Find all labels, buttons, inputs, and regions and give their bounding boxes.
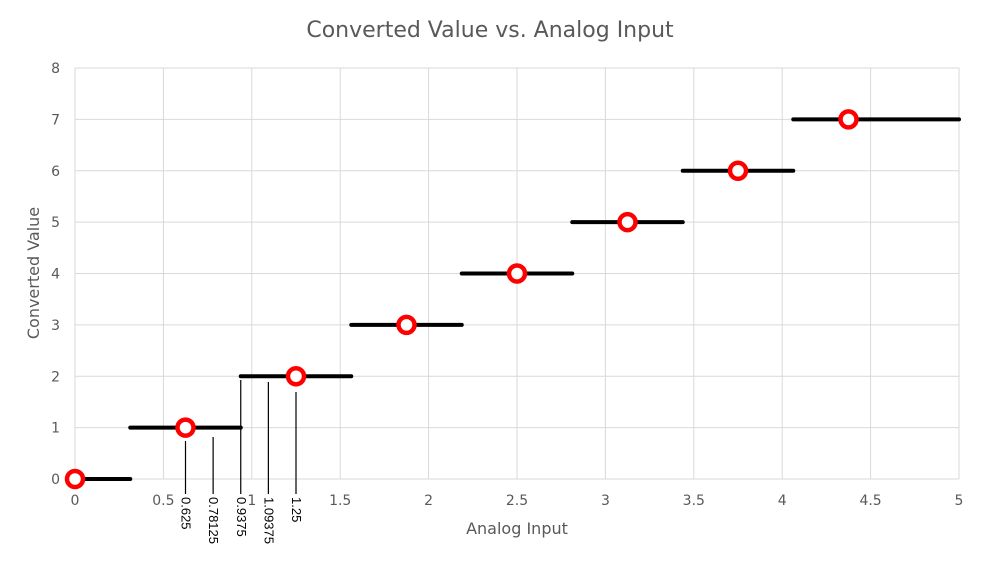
y-tick-label: 1	[51, 421, 60, 437]
chart-title: Converted Value vs. Analog Input	[306, 18, 674, 43]
x-axis-label: Analog Input	[466, 519, 568, 538]
y-tick-label: 6	[51, 164, 60, 180]
data-point	[64, 468, 86, 490]
annotation-label: 1.09375	[261, 497, 276, 544]
x-tick-label: 4.5	[859, 493, 881, 509]
y-tick-label: 3	[51, 318, 60, 334]
x-tick-label: 1	[247, 493, 256, 509]
annotations: 0.625 0.78125 0.9375 1.09375 1.25	[179, 380, 304, 544]
x-tick-label: 2	[424, 493, 433, 509]
x-tick-label: 2.5	[506, 493, 528, 509]
data-points	[64, 109, 859, 490]
data-point	[506, 263, 528, 284]
data-point	[285, 366, 307, 387]
y-tick-label: 2	[51, 369, 60, 385]
y-tick-label: 5	[51, 215, 60, 231]
x-axis-ticks: 0 0.5 1 1.5 2 2.5 3 3.5 4 4.5 5	[71, 493, 964, 509]
x-tick-label: 3	[601, 493, 610, 509]
y-axis-ticks: 0 1 2 3 4 5 6 7 8	[51, 61, 60, 488]
data-point	[175, 417, 196, 438]
y-axis-label: Converted Value	[24, 207, 43, 339]
y-tick-label: 0	[51, 472, 60, 488]
data-point	[396, 314, 417, 336]
annotation-label: 0.625	[179, 497, 194, 530]
data-point	[838, 109, 859, 130]
annotation-label: 0.9375	[234, 497, 249, 537]
x-tick-label: 3.5	[683, 493, 705, 509]
annotation-label: 0.78125	[206, 497, 221, 544]
x-tick-label: 0	[71, 493, 80, 509]
y-tick-label: 7	[51, 112, 60, 128]
x-tick-label: 4	[778, 493, 787, 509]
y-tick-label: 8	[51, 61, 60, 77]
grid	[74, 67, 960, 480]
y-tick-label: 4	[51, 267, 60, 283]
annotation-label: 1.25	[289, 497, 304, 522]
x-tick-label: 0.5	[152, 493, 174, 509]
x-tick-label: 1.5	[329, 493, 351, 509]
data-point	[617, 211, 638, 233]
data-point	[727, 160, 749, 181]
x-tick-label: 5	[955, 493, 964, 509]
